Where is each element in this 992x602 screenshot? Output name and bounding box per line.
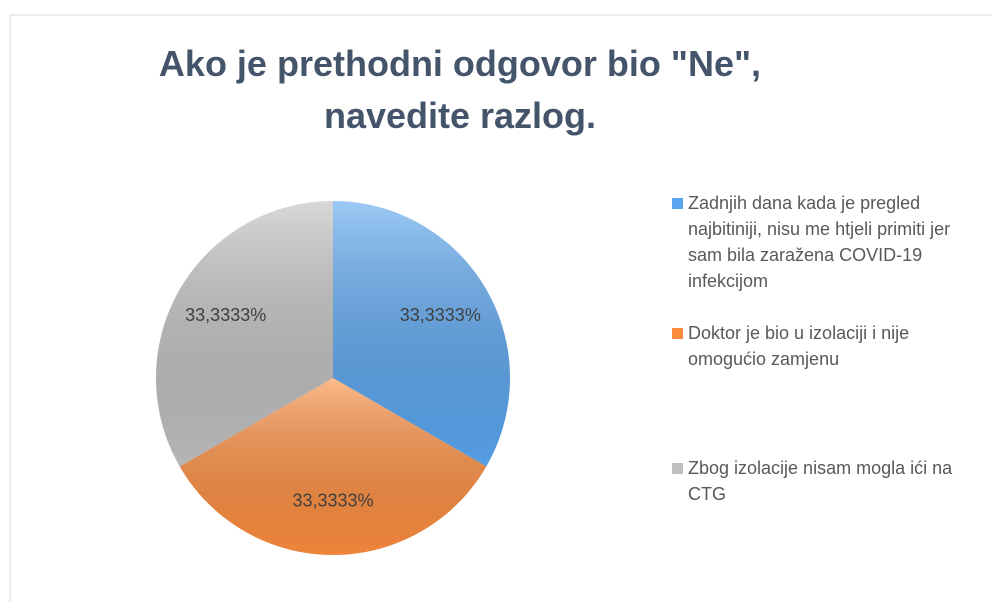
legend-entry: Doktor je bio u izolaciji i nije omogući… — [672, 320, 982, 372]
slice-shading — [156, 201, 333, 467]
data-label: 33,3333% — [292, 491, 373, 511]
legend-swatch — [672, 463, 683, 474]
chart-title: Ako je prethodni odgovor bio "Ne", naved… — [158, 43, 762, 136]
legend-label: Zadnjih dana kada je pregled najbitiniji… — [688, 193, 951, 291]
data-label: 33,3333% — [185, 305, 266, 325]
slice-shading — [333, 201, 510, 467]
legend-label: Zbog izolacije nisam mogla ići na CTG — [688, 458, 953, 504]
legend-entry: Zadnjih dana kada je pregled najbitiniji… — [672, 190, 982, 294]
legend-swatch — [672, 328, 683, 339]
frame — [9, 14, 992, 602]
legend-entry: Zbog izolacije nisam mogla ići na CTG — [672, 455, 982, 507]
legend-label: Doktor je bio u izolaciji i nije omogući… — [688, 323, 910, 369]
data-label: 33,3333% — [400, 305, 481, 325]
legend-swatch — [672, 198, 683, 209]
